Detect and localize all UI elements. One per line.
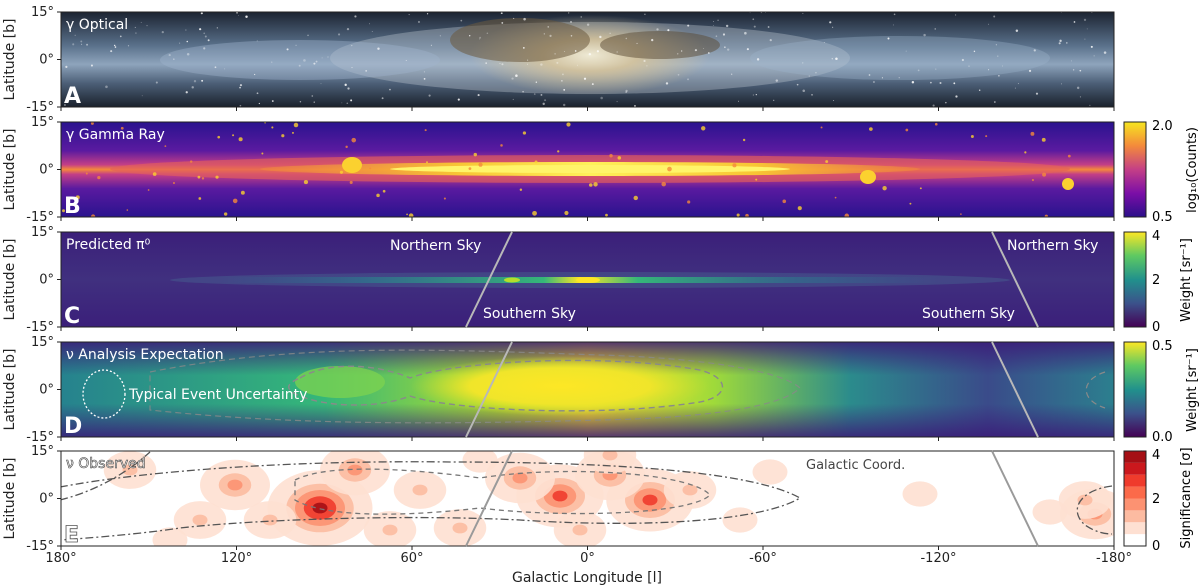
y-axis-label: Latitude [b] (2, 349, 18, 431)
longitude-tick-label: -180° (1096, 551, 1132, 566)
y-axis-label: Latitude [b] (2, 129, 18, 211)
panel-optical (60, 11, 1115, 108)
panel-c-letter: C (64, 304, 80, 329)
colorbar-c-tick-4: 4 (1152, 229, 1160, 244)
colorbar-e-step (1124, 474, 1146, 487)
southern-sky-label-right: Southern Sky (922, 306, 1015, 322)
latitude-tick-label: 0° (39, 163, 54, 178)
y-axis-label: Latitude [b] (2, 239, 18, 321)
northern-sky-label-right: Northern Sky (1007, 238, 1098, 254)
colorbar-e-label: Significance [σ] (1179, 447, 1194, 548)
panel-d-letter: D (64, 414, 82, 439)
panel-b-title: γ Gamma Ray (66, 127, 165, 143)
colorbar-b-tick-max: 2.0 (1152, 119, 1173, 134)
latitude-tick-label: 15° (31, 115, 54, 130)
panel-a-title: γ Optical (66, 17, 128, 33)
southern-sky-label-left: Southern Sky (483, 306, 576, 322)
colorbar-e-step (1124, 451, 1146, 463)
colorbar-e: 4 2 0 Significance [σ] (1123, 447, 1194, 554)
latitude-tick-label: 15° (31, 225, 54, 240)
event-uncertainty-label: Typical Event Uncertainty (128, 387, 307, 403)
panel-analysis-expectation (60, 341, 1115, 438)
colorbar-e-step (1124, 486, 1146, 499)
panel-observed (60, 450, 1115, 547)
longitude-tick-label: -60° (749, 551, 777, 566)
panel-e-letter: E (64, 523, 79, 548)
colorbar-e-tick-0: 0 (1152, 539, 1160, 554)
longitude-tick-label: 0° (580, 551, 595, 566)
colorbar-e-step (1124, 522, 1146, 535)
latitude-tick-label: 0° (39, 383, 54, 398)
colorbar-d-tick-max: 0.5 (1152, 339, 1173, 354)
latitude-tick-label: 15° (31, 444, 54, 459)
colorbar-d: 0.5 0.0 Weight [sr⁻¹] (1123, 339, 1200, 445)
northern-sky-label-left: Northern Sky (390, 238, 481, 254)
colorbar-c-label: Weight [sr⁻¹] (1179, 238, 1194, 322)
colorbar-b-tick-min: 0.5 (1152, 210, 1173, 225)
colorbar-c-tick-0: 0 (1152, 320, 1160, 335)
colorbar-c-tick-2: 2 (1152, 273, 1160, 288)
sky-divider-lines (465, 231, 1039, 547)
colorbar-e-step (1124, 462, 1146, 475)
longitude-tick-label: 60° (400, 551, 423, 566)
latitude-tick-label: 15° (31, 335, 54, 350)
colorbar-e-tick-4: 4 (1152, 448, 1160, 463)
latitude-tick-label: 0° (39, 53, 54, 68)
panel-predicted-pi0 (60, 231, 1115, 328)
latitude-tick-label: 15° (31, 5, 54, 20)
longitude-tick-label: 180° (45, 551, 76, 566)
latitude-tick-label: -15° (26, 100, 54, 115)
panel-e-title: ν Observed (66, 456, 146, 472)
galactic-coord-label: Galactic Coord. (806, 458, 905, 473)
longitude-tick-label: -120° (920, 551, 956, 566)
latitude-tick-label: -15° (26, 539, 54, 554)
colorbar-e-tick-2: 2 (1152, 492, 1160, 507)
latitude-tick-label: -15° (26, 320, 54, 335)
latitude-tick-label: 0° (39, 492, 54, 507)
colorbar-d-label: Weight [sr⁻¹] (1185, 348, 1200, 432)
colorbar-d-tick-min: 0.0 (1152, 430, 1173, 445)
colorbar-b-label: log₁₀(Counts) (1185, 127, 1200, 213)
panel-d-title: ν Analysis Expectation (66, 347, 224, 363)
colorbar-e-step (1124, 534, 1146, 546)
colorbar-e-step (1124, 498, 1146, 511)
panel-gamma-ray (60, 121, 1115, 218)
x-axis-label: Galactic Longitude [l] (512, 570, 662, 586)
colorbar-b: 2.0 0.5 log₁₀(Counts) (1123, 119, 1200, 225)
colorbar-e-step (1124, 510, 1146, 523)
latitude-tick-label: -15° (26, 210, 54, 225)
event-uncertainty-circle (82, 369, 126, 419)
y-axis-label: Latitude [b] (2, 19, 18, 101)
y-axis-label: Latitude [b] (2, 458, 18, 540)
panel-c-title: Predicted π⁰ (66, 237, 151, 253)
latitude-tick-label: -15° (26, 430, 54, 445)
longitude-tick-label: 120° (221, 551, 252, 566)
panel-a-letter: A (64, 84, 81, 109)
panel-b-letter: B (64, 194, 81, 219)
colorbar-c: 4 2 0 Weight [sr⁻¹] (1123, 229, 1194, 335)
latitude-tick-label: 0° (39, 273, 54, 288)
